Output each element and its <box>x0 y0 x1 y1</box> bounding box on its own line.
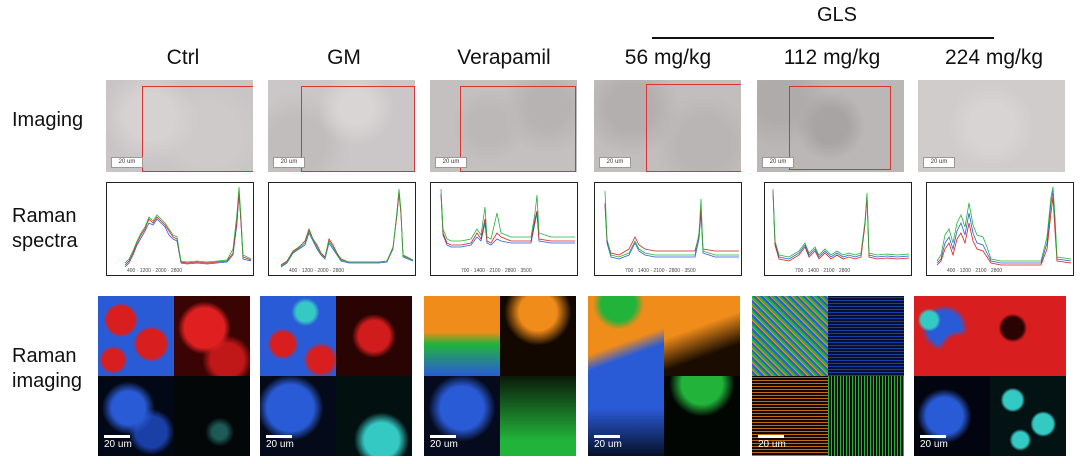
raman-image-ctrl: 20 um <box>98 296 250 456</box>
raman-map-blue <box>588 376 664 456</box>
column-label-ctrl: Ctrl <box>166 46 200 69</box>
raman-map-cyan <box>174 376 250 456</box>
raman-spectrum-56mgkg: 700 · 1400 · 2100 · 2800 · 3500 <box>594 182 742 276</box>
spectrum-traces <box>440 188 575 248</box>
raman-map-blue <box>424 376 500 456</box>
raman-scale-bar: 20 um <box>430 435 458 450</box>
raman-map-blue <box>260 376 336 456</box>
raman-map-overlay <box>98 296 174 376</box>
raman-scale-bar: 20 um <box>920 435 948 450</box>
micrograph-56mgkg: 20 um <box>594 80 741 172</box>
raman-image-gm: 20 um <box>260 296 412 456</box>
raman-map-red <box>336 296 412 376</box>
raman-map-cyan <box>990 376 1066 456</box>
micrograph-gm: 20 um <box>268 80 415 172</box>
gls-group-label: GLS <box>816 4 858 26</box>
spectrum-traces <box>280 188 414 268</box>
micro-scale-bar: 20 um <box>599 157 631 168</box>
raman-map-red <box>990 296 1066 376</box>
raman-scale-bar: 20 um <box>104 435 132 450</box>
micro-scale-bar: 20 um <box>273 157 305 168</box>
raman-spectrum-224mgkg: 400 · 1200 · 2100 · 2800 <box>926 182 1074 276</box>
column-label-verapamil: Verapamil <box>457 46 551 69</box>
raman-map-overlay <box>588 296 664 376</box>
raman-map-overlay <box>914 296 990 376</box>
spectrum-traces <box>604 190 739 260</box>
raman-image-112mgkg: 20 um <box>752 296 904 456</box>
spectrum-traces <box>772 188 910 262</box>
micrograph-verapamil: 20 um <box>430 80 577 172</box>
row-label-imaging: Imaging <box>12 109 84 131</box>
roi-box <box>789 86 891 170</box>
raman-image-verapamil: 20 um <box>424 296 576 456</box>
gls-group-bracket <box>652 37 994 39</box>
raman-map-cyan <box>336 376 412 456</box>
raman-scale-bar: 20 um <box>266 435 294 450</box>
micro-scale-bar: 20 um <box>111 157 143 168</box>
raman-image-56mgkg: 20 um <box>588 296 740 456</box>
raman-image-224mgkg: 20 um <box>914 296 1066 456</box>
raman-map-green <box>500 376 576 456</box>
row-label-raman-spectra: Raman spectra <box>12 205 78 252</box>
column-label-224mgkg: 224 mg/kg <box>944 46 1044 69</box>
raman-map-overlay <box>424 296 500 376</box>
raman-map-blue <box>828 296 904 376</box>
raman-map-overlay <box>260 296 336 376</box>
raman-map-orange <box>752 376 828 456</box>
roi-box <box>142 86 253 172</box>
raman-spectrum-ctrl: 400 · 1200 · 2000 · 2800 <box>106 182 254 276</box>
raman-scale-bar: 20 um <box>758 435 786 450</box>
raman-spectrum-112mgkg: 700 · 1400 · 2100 · 2800 <box>764 182 912 276</box>
micro-scale-bar: 20 um <box>435 157 467 168</box>
micro-scale-bar: 20 um <box>923 157 955 168</box>
roi-box <box>301 86 415 172</box>
column-label-112mgkg: 112 mg/kg <box>783 46 881 69</box>
raman-map-orange <box>500 296 576 376</box>
raman-scale-bar: 20 um <box>594 435 622 450</box>
roi-box <box>460 86 576 172</box>
raman-map-blue <box>914 376 990 456</box>
roi-box <box>646 84 741 172</box>
micrograph-224mgkg: 20 um <box>918 80 1065 172</box>
row-label-raman-imaging: Raman imaging <box>12 345 83 392</box>
raman-spectrum-verapamil: 700 · 1400 · 2100 · 2800 · 3500 <box>430 182 578 276</box>
spectrum-traces <box>124 186 252 268</box>
raman-map-red <box>174 296 250 376</box>
raman-map-orange <box>664 296 740 376</box>
raman-spectrum-gm: 400 · 1200 · 2000 · 2800 <box>268 182 416 276</box>
column-label-gm: GM <box>327 46 361 69</box>
raman-map-green <box>828 376 904 456</box>
raman-map-overlay <box>752 296 828 376</box>
micrograph-112mgkg: 20 um <box>757 80 904 172</box>
micrograph-ctrl: 20 um <box>106 80 253 172</box>
micro-scale-bar: 20 um <box>762 157 794 168</box>
raman-map-blue <box>98 376 174 456</box>
raman-map-green <box>664 376 740 456</box>
column-label-56mgkg: 56 mg/kg <box>624 46 712 69</box>
spectrum-traces <box>936 186 1072 266</box>
